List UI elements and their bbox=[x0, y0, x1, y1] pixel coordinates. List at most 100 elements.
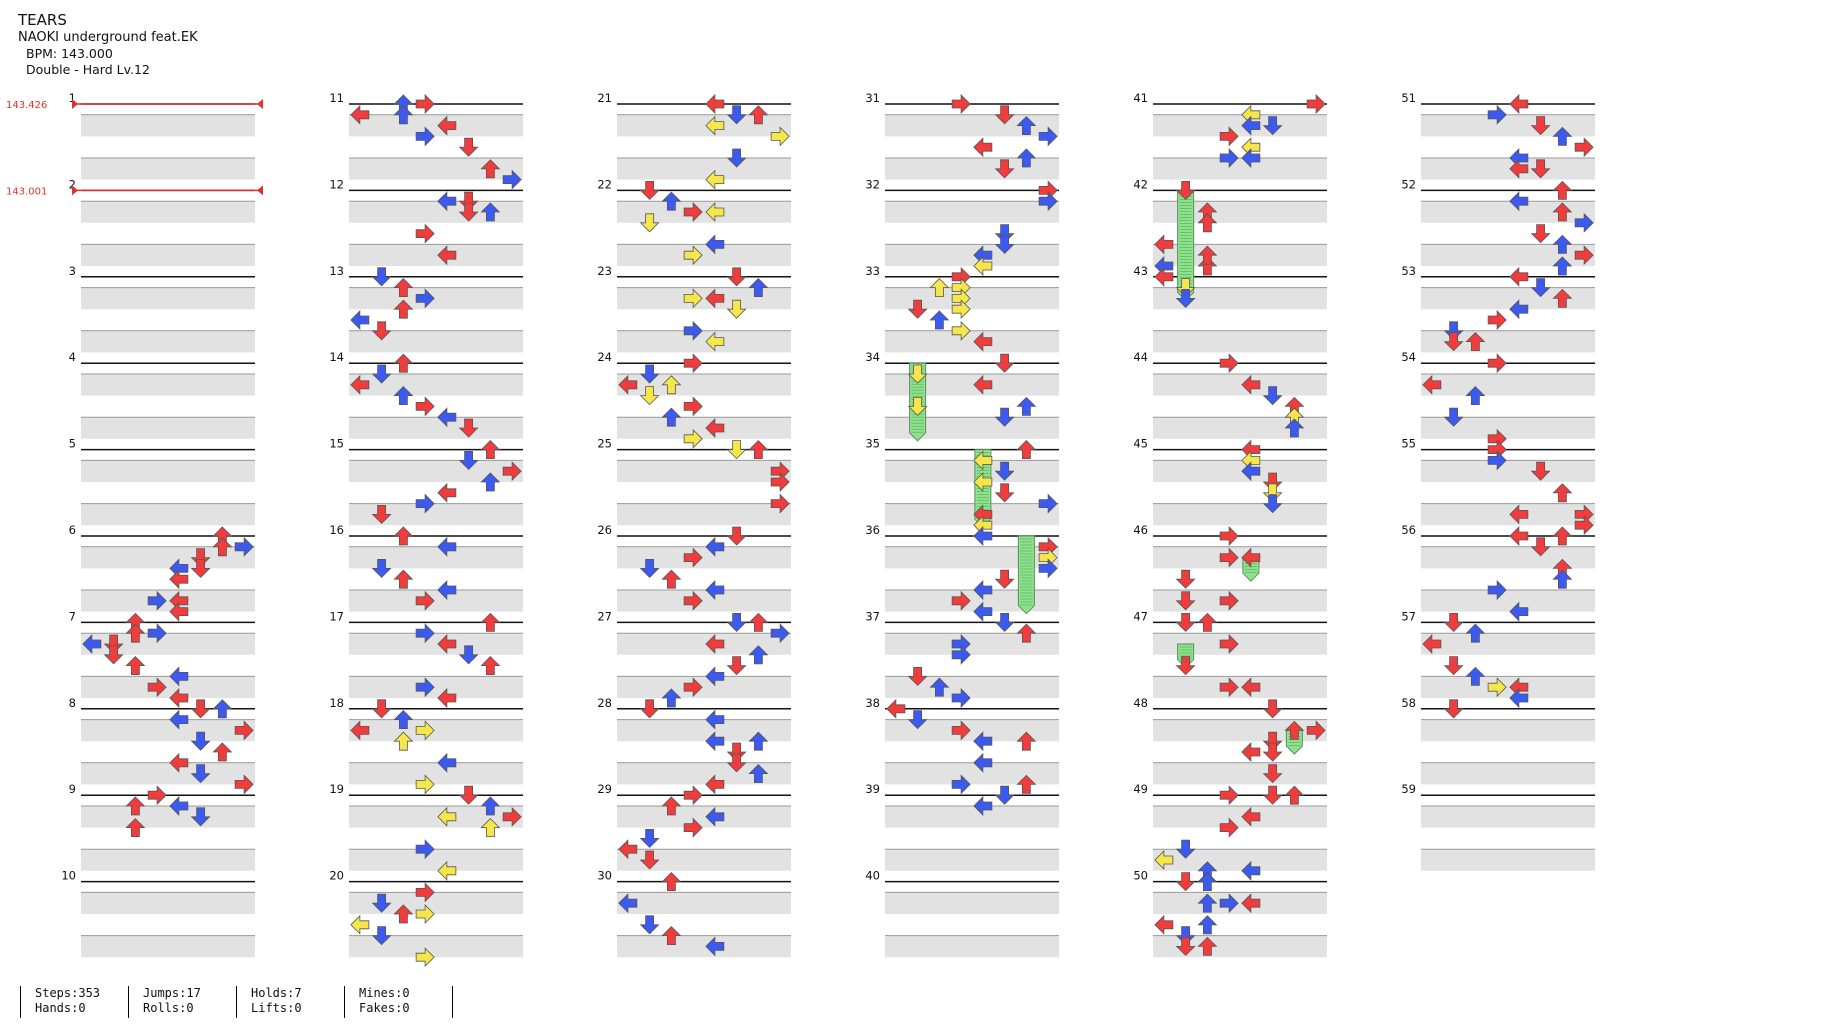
measure-number: 42 bbox=[1133, 177, 1148, 191]
measure-row-shade bbox=[617, 546, 791, 569]
arrow-up-icon bbox=[748, 612, 769, 632]
measure-28: 28 bbox=[597, 696, 791, 785]
measure-17: 17 bbox=[329, 609, 523, 698]
measure-row-shade bbox=[1421, 806, 1595, 828]
measure-row-shade bbox=[81, 806, 255, 828]
arrow-up-icon bbox=[1016, 731, 1037, 751]
arrow-down-icon bbox=[1175, 926, 1196, 946]
arrow-down-icon bbox=[994, 569, 1015, 589]
arrow-down-icon bbox=[190, 699, 211, 719]
arrow-down-icon bbox=[371, 364, 392, 384]
arrow-right-icon bbox=[1487, 450, 1507, 471]
arrow-right-icon bbox=[951, 94, 971, 114]
arrow-left-icon bbox=[973, 731, 993, 752]
arrow-up-icon bbox=[480, 440, 501, 460]
arrow-down-icon bbox=[639, 559, 660, 578]
arrow-down-icon bbox=[726, 148, 747, 168]
arrow-left-icon bbox=[1509, 526, 1529, 546]
measure-row-shade bbox=[1421, 849, 1595, 871]
arrow-right-icon bbox=[1219, 677, 1239, 698]
measure-row-shade bbox=[1153, 374, 1327, 396]
arrow-right-icon bbox=[502, 806, 522, 827]
arrow-right-icon bbox=[1219, 547, 1239, 568]
measure-6: 6 bbox=[69, 523, 255, 612]
arrow-right-icon bbox=[415, 126, 435, 147]
arrow-down-icon bbox=[994, 159, 1015, 179]
arrow-left-icon bbox=[973, 796, 993, 816]
arrow-right-icon bbox=[147, 623, 167, 644]
stats-divider bbox=[452, 986, 453, 1018]
arrow-right-icon bbox=[770, 472, 790, 492]
arrow-left-icon bbox=[705, 115, 725, 136]
arrow-left-icon bbox=[705, 634, 725, 654]
arrow-right-icon bbox=[770, 493, 790, 514]
song-difficulty: Double - Hard Lv.12 bbox=[26, 62, 150, 77]
measure-row-shade bbox=[885, 676, 1059, 698]
arrow-left-icon bbox=[973, 450, 993, 471]
arrow-up-icon bbox=[661, 569, 682, 589]
arrow-down-icon bbox=[458, 645, 479, 665]
measure-number: 37 bbox=[865, 609, 880, 623]
arrow-left-icon bbox=[169, 688, 189, 708]
arrow-down-icon bbox=[994, 105, 1015, 125]
arrow-right-icon bbox=[951, 720, 971, 741]
measure-row-shade bbox=[349, 201, 523, 223]
measure-row-shade bbox=[1421, 676, 1595, 698]
arrow-left-icon bbox=[705, 202, 725, 222]
arrow-left-icon bbox=[1509, 266, 1529, 287]
bpm-marker-left-icon bbox=[72, 99, 78, 109]
arrow-down-icon bbox=[458, 191, 479, 211]
arrow-down-icon bbox=[1530, 159, 1551, 179]
arrow-up-icon bbox=[125, 818, 146, 837]
arrow-right-icon bbox=[683, 817, 703, 838]
arrow-left-icon bbox=[705, 666, 725, 687]
measure-row-shade bbox=[81, 503, 255, 526]
arrow-up-icon bbox=[480, 472, 501, 492]
measure-row-shade bbox=[1153, 633, 1327, 655]
arrow-left-icon bbox=[1241, 860, 1261, 881]
arrow-left-icon bbox=[437, 580, 457, 600]
arrow-right-icon bbox=[147, 590, 167, 611]
arrow-up-icon bbox=[748, 278, 769, 298]
arrow-right-icon bbox=[1574, 212, 1594, 233]
arrow-down-icon bbox=[639, 915, 660, 935]
measure-number: 57 bbox=[1401, 609, 1416, 623]
arrow-down-icon bbox=[907, 667, 928, 686]
measure-number: 18 bbox=[329, 696, 344, 710]
arrow-right-icon bbox=[415, 904, 435, 924]
measure-2: 2 bbox=[69, 177, 255, 266]
arrow-left-icon bbox=[705, 234, 725, 255]
arrow-right-icon bbox=[1219, 817, 1239, 838]
arrow-left-icon bbox=[618, 893, 638, 914]
measure-row-shade bbox=[617, 633, 791, 655]
arrow-up-icon bbox=[125, 656, 146, 675]
measure-row-shade bbox=[1153, 719, 1327, 742]
arrow-up-icon bbox=[1016, 148, 1037, 168]
measure-row-shade bbox=[81, 114, 255, 137]
arrow-left-icon bbox=[437, 407, 457, 428]
arrow-down-icon bbox=[1443, 407, 1464, 427]
arrow-right-icon bbox=[415, 396, 435, 417]
arrow-down-icon bbox=[994, 224, 1015, 244]
arrow-down-icon bbox=[1262, 472, 1283, 492]
measure-19: 19 bbox=[329, 782, 523, 871]
arrow-down-icon bbox=[1175, 872, 1196, 892]
arrow-right-icon bbox=[234, 536, 254, 557]
arrow-left-icon bbox=[1509, 601, 1529, 622]
measure-row-shade bbox=[349, 374, 523, 396]
arrow-left-icon bbox=[973, 752, 993, 773]
arrow-up-icon bbox=[1552, 202, 1573, 222]
measure-row-shade bbox=[349, 719, 523, 742]
arrow-up-icon bbox=[1197, 256, 1218, 276]
measure-row-shade bbox=[1153, 590, 1327, 612]
arrow-down-icon bbox=[639, 364, 660, 384]
measure-number: 9 bbox=[69, 782, 76, 796]
measure-54: 54 bbox=[1401, 350, 1595, 439]
measure-row-shade bbox=[81, 244, 255, 266]
arrow-left-icon bbox=[350, 310, 370, 330]
arrow-up-icon bbox=[748, 105, 769, 125]
arrow-left-icon bbox=[1154, 266, 1174, 287]
arrow-down-icon bbox=[190, 764, 211, 784]
arrow-left-icon bbox=[973, 472, 993, 492]
measure-number: 17 bbox=[329, 609, 344, 623]
